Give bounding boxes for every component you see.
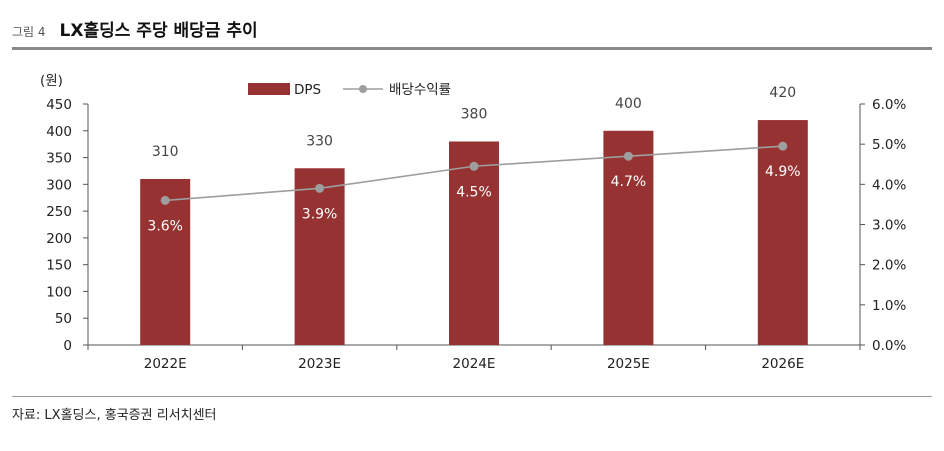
y-tick-label: 300 (46, 177, 72, 193)
chart-axes: 0 50 100 150 200 250 300 350 400 450 0.0% 1.0% 2.0% 3… (40, 73, 906, 372)
dps-bar (140, 178, 191, 345)
x-tick-label: 2024E (453, 356, 496, 372)
yield-point (469, 161, 479, 171)
x-tick-label: 2025E (607, 356, 650, 372)
yield-point (315, 183, 325, 193)
dps-bar (603, 130, 654, 345)
dps-bar (294, 168, 345, 345)
y-tick-label: 400 (46, 124, 72, 140)
y2-tick-label: 0.0% (872, 338, 906, 354)
y-tick-label: 100 (46, 284, 72, 300)
yield-line (160, 141, 788, 205)
legend-dps-label: DPS (294, 82, 321, 98)
source-note: 자료: LX홀딩스, 홍국증권 리서치센터 (12, 408, 217, 423)
x-tick-label: 2023E (298, 356, 341, 372)
legend: DPS 배당수익률 (248, 82, 451, 98)
dps-value-label: 420 (769, 85, 796, 101)
yield-value-label: 4.5% (456, 184, 492, 200)
figure-header: 그림 4 LX홀딩스 주당 배당금 추이 (12, 16, 258, 41)
y-tick-label: 0 (63, 338, 72, 354)
y2-tick-label: 6.0% (872, 97, 906, 113)
dividend-chart: 0 50 100 150 200 250 300 350 400 450 0.0% 1.0% 2.0% 3… (40, 73, 906, 372)
yield-point (160, 195, 170, 205)
y2-tick-label: 3.0% (872, 218, 906, 234)
footer-rule (12, 396, 932, 397)
y-tick-label: 150 (46, 258, 72, 274)
yield-value-label: 3.6% (147, 218, 183, 234)
dps-bars (140, 120, 808, 345)
y2-tick-label: 2.0% (872, 258, 906, 274)
yield-value-label: 3.9% (302, 206, 338, 222)
y-tick-label: 350 (46, 151, 72, 167)
yield-value-label: 4.7% (611, 174, 647, 190)
y2-tick-label: 4.0% (872, 177, 906, 193)
yield-value-label: 4.9% (765, 164, 801, 180)
figure-label: 그림 4 (12, 25, 46, 39)
dps-value-label: 400 (615, 96, 642, 112)
x-tick-label: 2022E (144, 356, 187, 372)
yield-point (623, 151, 633, 161)
y2-tick-label: 1.0% (872, 298, 906, 314)
dps-value-label: 380 (461, 106, 488, 122)
legend-yield-label: 배당수익률 (389, 82, 451, 98)
y2-tick-label: 5.0% (872, 137, 906, 153)
y-tick-label: 50 (55, 311, 72, 327)
y-tick-label: 200 (46, 231, 72, 247)
dps-bar (757, 120, 808, 345)
dps-value-label: 330 (306, 133, 333, 149)
legend-yield-marker (359, 85, 367, 93)
y-tick-label: 450 (46, 97, 72, 113)
legend-dps-swatch (248, 83, 290, 95)
dps-bar (449, 141, 499, 345)
x-tick-label: 2026E (761, 356, 804, 372)
y-tick-label: 250 (46, 204, 72, 220)
data-labels: 310 330 380 400 420 3.6% 3.9% 4.5% 4.7% 4.9% (147, 85, 800, 234)
header-rule (12, 47, 932, 50)
chart-title: LX홀딩스 주당 배당금 추이 (59, 21, 258, 41)
dps-value-label: 310 (152, 144, 179, 160)
y-unit-label: (원) (40, 73, 63, 89)
yield-point (778, 141, 788, 151)
